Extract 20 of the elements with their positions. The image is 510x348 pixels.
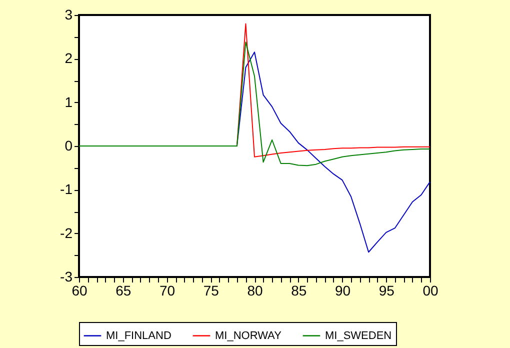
line-series (78, 42, 430, 166)
x-tick-label: 00 (422, 282, 438, 298)
x-tick-label: 85 (291, 282, 307, 298)
y-tick-label: 0 (64, 138, 73, 154)
x-tick-label: 60 (72, 282, 88, 298)
y-tick-label: 3 (64, 6, 73, 22)
x-tick-label: 95 (378, 282, 395, 298)
y-tick-label: -3 (60, 268, 73, 284)
legend-label: MI_NORWAY (215, 330, 282, 342)
legend-label: MI_SWEDEN (325, 330, 392, 342)
x-tick-label: 80 (247, 282, 263, 298)
x-tick-label: 90 (334, 282, 351, 298)
x-tick-label: 65 (116, 282, 132, 298)
y-tick-label: 1 (64, 94, 73, 110)
x-tick-label: 70 (159, 282, 176, 298)
x-tick-label: 75 (203, 282, 220, 298)
y-tick-label: -2 (60, 224, 73, 241)
y-tick-label: 2 (64, 50, 73, 66)
y-tick-label: -1 (60, 181, 73, 198)
legend-label: MI_FINLAND (106, 330, 172, 342)
